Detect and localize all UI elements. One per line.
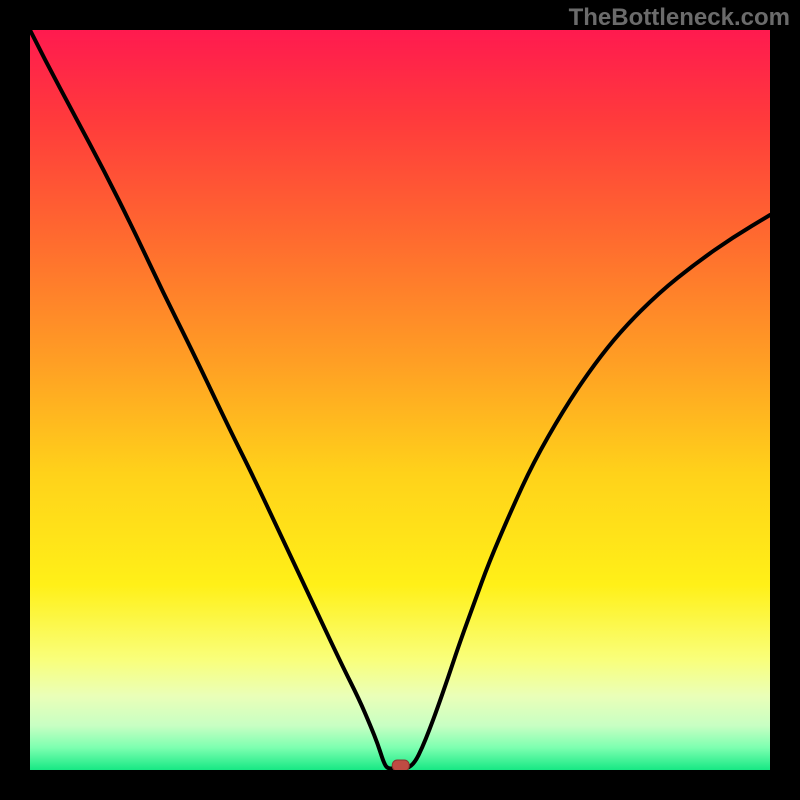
chart-svg: [30, 30, 770, 770]
optimal-point-marker: [392, 760, 409, 770]
gradient-background: [30, 30, 770, 770]
source-watermark: TheBottleneck.com: [569, 4, 790, 32]
stage: TheBottleneck.com: [0, 0, 800, 800]
plot-area: [30, 30, 770, 770]
